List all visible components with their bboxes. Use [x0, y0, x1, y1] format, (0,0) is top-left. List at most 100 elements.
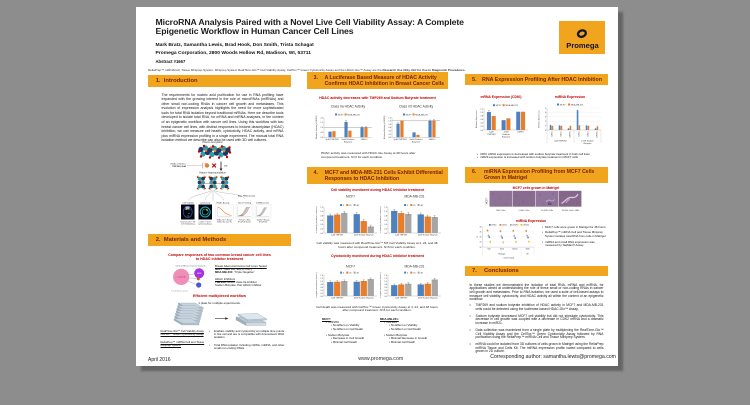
svg-text:% Viability (Relative to DMSO): % Viability (Relative to DMSO) [380, 206, 382, 233]
svg-text:35: 35 [480, 232, 482, 234]
svg-text:40: 40 [480, 226, 482, 228]
svg-text:miR16: miR16 [578, 132, 580, 137]
svg-text:5mM Sodium Butyrate: 5mM Sodium Butyrate [418, 234, 439, 237]
svg-text:1µM TMP269: 1µM TMP269 [325, 139, 339, 141]
svg-text:% of all breast cancers: % of all breast cancers [171, 290, 188, 293]
svg-text:24: 24 [413, 205, 416, 207]
svg-text:24: 24 [349, 273, 352, 275]
svg-text:24: 24 [413, 273, 416, 275]
svg-text:Relative Expression: Relative Expression [475, 110, 478, 128]
svg-text:0.4: 0.4 [320, 290, 323, 292]
svg-text:0: 0 [545, 130, 546, 132]
svg-text:0.0: 0.0 [480, 130, 483, 132]
svg-text:DMSO: DMSO [361, 139, 368, 141]
svg-text:TaqMan® Assays: TaqMan® Assays [257, 218, 270, 221]
svg-text:0.4: 0.4 [480, 123, 483, 125]
svg-text:MCF7: MCF7 [560, 104, 567, 106]
svg-text:miR29a: miR29a [569, 131, 571, 138]
svg-text:0.4: 0.4 [320, 224, 323, 226]
svg-text:0.6: 0.6 [320, 220, 323, 222]
svg-text:% Viability (Relative to DMSO): % Viability (Relative to DMSO) [316, 206, 318, 233]
svg-text:1µM TMP269: 1µM TMP269 [331, 298, 344, 300]
svg-text:Butyrate: Butyrate [502, 135, 511, 138]
svg-text:2.0: 2.0 [320, 117, 323, 119]
svg-text:Histone Acetylation: Histone Acetylation [203, 141, 224, 144]
svg-text:Gene Profiling: Gene Profiling [238, 201, 252, 204]
svg-text:10,000 Cells +RA: 10,000 Cells +RA [562, 209, 580, 212]
svg-text:1: 1 [545, 125, 546, 127]
svg-text:Matrigel: Matrigel [498, 252, 505, 255]
svg-text:HDAC-Glo Class IIa: HDAC-Glo Class IIa [217, 220, 232, 223]
svg-text:HER2: HER2 [197, 273, 202, 275]
svg-text:1.2: 1.2 [480, 108, 483, 110]
svg-text:1.0: 1.0 [388, 121, 391, 123]
svg-text:1.2: 1.2 [384, 207, 387, 209]
svg-text:MCF7: MCF7 [496, 105, 503, 107]
svg-text:30: 30 [480, 237, 482, 239]
svg-text:1µM TMP269: 1µM TMP269 [554, 141, 567, 143]
svg-text:0.8: 0.8 [388, 124, 391, 126]
svg-text:Histone Hyperacetylation: Histone Hyperacetylation [199, 171, 226, 174]
svg-text:0.2: 0.2 [384, 293, 387, 295]
svg-text:MDA-MB-231: MDA-MB-231 [347, 113, 360, 116]
svg-text:1µM TMP269: 1µM TMP269 [331, 235, 344, 237]
svg-text:1.2: 1.2 [384, 278, 387, 280]
svg-text:Cell Viability: Cell Viability [183, 201, 195, 204]
svg-text:1.0: 1.0 [320, 281, 323, 283]
svg-text:0.0: 0.0 [384, 233, 387, 235]
svg-text:48h: 48h [224, 166, 228, 168]
svg-text:MDA-MB-231: MDA-MB-231 [405, 265, 425, 269]
svg-text:4: 4 [407, 273, 409, 275]
svg-text:0.0: 0.0 [320, 233, 323, 235]
svg-text:Relative Activity (v DMSO): Relative Activity (v DMSO) [383, 115, 386, 139]
svg-text:5mM Sodium Butyrate: 5mM Sodium Butyrate [354, 234, 375, 237]
svg-text:Class IIa HDAC Activity: Class IIa HDAC Activity [331, 105, 366, 109]
svg-text:4: 4 [545, 112, 546, 114]
svg-text:RealTime-Glo™ MT: RealTime-Glo™ MT [181, 221, 196, 223]
svg-text:0.6: 0.6 [388, 127, 391, 129]
svg-text:miR21: miR21 [560, 132, 562, 137]
svg-text:% Signal (Relative to DMSO): % Signal (Relative to DMSO) [316, 272, 318, 298]
svg-text:0.0: 0.0 [384, 296, 387, 298]
svg-text:1.0: 1.0 [384, 211, 387, 213]
svg-text:1µM: 1µM [489, 132, 493, 134]
svg-text:1000: 1000 [500, 249, 504, 251]
svg-text:Clinical Breast Cancer Variant: Clinical Breast Cancer Variants [176, 264, 207, 267]
svg-text:TMP269: TMP269 [487, 134, 496, 136]
svg-text:500: 500 [487, 249, 490, 251]
svg-text:0.8: 0.8 [480, 116, 483, 118]
svg-text:0.2: 0.2 [320, 293, 323, 295]
svg-text:Cell Viability Assay: Cell Viability Assay [181, 222, 195, 225]
svg-text:0.8: 0.8 [384, 216, 387, 218]
svg-text:Promega: Promega [566, 41, 599, 50]
svg-text:10,000 Cells: 10,000 Cells [541, 210, 554, 212]
svg-text:0.6: 0.6 [384, 220, 387, 222]
svg-text:Sodium: Sodium [502, 134, 510, 136]
svg-text:1.0: 1.0 [384, 281, 387, 283]
svg-text:Cytotoxicity: Cytotoxicity [200, 201, 212, 204]
svg-text:500 Cells: 500 Cells [496, 210, 506, 212]
svg-text:Relative Expression: Relative Expression [538, 110, 541, 128]
svg-text:1.4: 1.4 [320, 275, 323, 277]
svg-text:CellTox™ Green: CellTox™ Green [199, 220, 211, 223]
svg-text:25: 25 [480, 242, 482, 244]
svg-text:0.6: 0.6 [320, 287, 323, 289]
svg-text:Cytotoxicity Assay: Cytotoxicity Assay [198, 222, 212, 225]
svg-text:Ct: Ct [476, 235, 479, 237]
svg-text:4: 4 [407, 205, 409, 207]
svg-text:MDA-MB-231: MDA-MB-231 [405, 195, 425, 199]
svg-text:0.6: 0.6 [384, 287, 387, 289]
svg-text:Luminal A: Luminal A [177, 276, 186, 279]
svg-text:0.6: 0.6 [480, 119, 483, 121]
svg-text:1.2: 1.2 [320, 207, 323, 209]
svg-text:5: 5 [545, 108, 546, 110]
svg-text:RT-qPCR System: RT-qPCR System [238, 220, 252, 223]
svg-text:48: 48 [356, 273, 359, 275]
svg-text:2mM: 2mM [504, 132, 509, 134]
svg-text:1,000 Cells: 1,000 Cells [518, 210, 530, 212]
svg-text:4: 4 [343, 273, 345, 275]
svg-text:1.2: 1.2 [320, 278, 323, 280]
svg-text:GoTaq® 2-Step: GoTaq® 2-Step [239, 218, 251, 221]
svg-text:5mM Sodium Butyrate: 5mM Sodium Butyrate [354, 297, 375, 300]
svg-text:miR21: miR21 [587, 132, 589, 137]
